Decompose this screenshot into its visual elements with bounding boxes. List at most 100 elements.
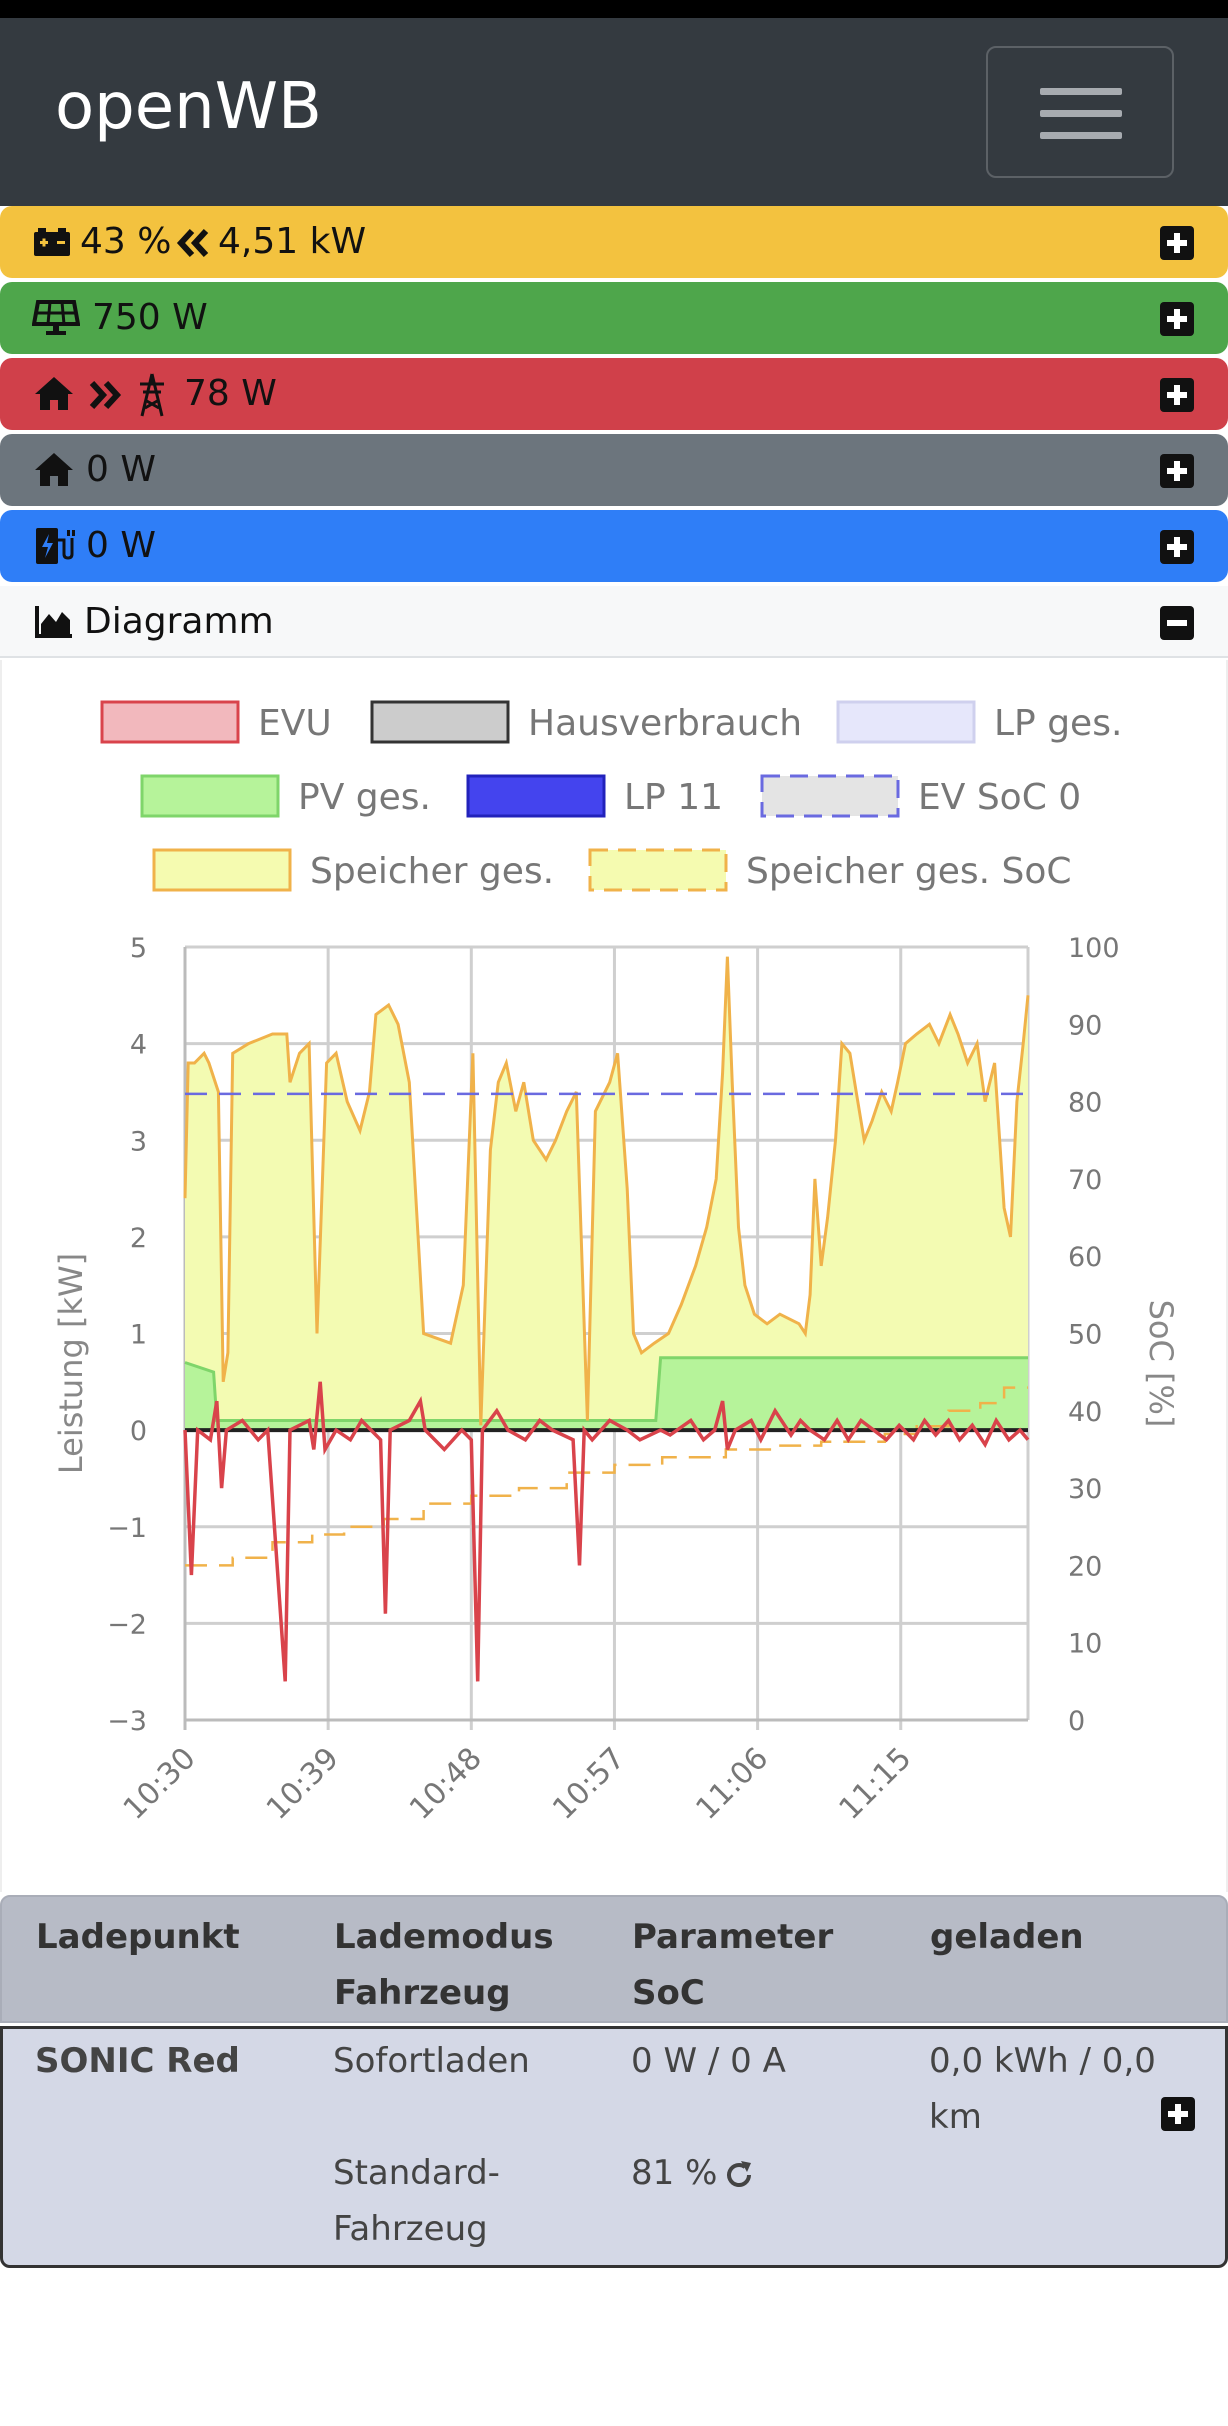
speicher-line [183, 956, 1030, 1426]
house-card[interactable]: 0 W [0, 434, 1228, 506]
double-chevron-right-icon [89, 380, 122, 410]
header-ladepunkt: Ladepunkt [36, 1917, 240, 1957]
expand-plus-icon[interactable] [1160, 226, 1194, 260]
vehicle-line1: Standard- [333, 2153, 500, 2193]
legend-swatch [370, 700, 510, 744]
y2-tick-label: 60 [1068, 1242, 1102, 1273]
table-header: Ladepunkt Lademodus Fahrzeug Parameter S… [0, 1895, 1228, 2023]
legend-label: LP ges. [994, 703, 1122, 744]
y2-tick-label: 20 [1068, 1551, 1102, 1582]
vehicle-line2: Fahrzeug [333, 2209, 488, 2249]
expand-plus-icon[interactable] [1161, 2097, 1195, 2131]
expand-plus-icon[interactable] [1160, 302, 1194, 336]
collapse-minus-icon[interactable] [1160, 606, 1194, 640]
y2-tick-label: 40 [1068, 1397, 1102, 1428]
battery-soc-value: 43 % [80, 221, 172, 262]
table-row[interactable]: SONIC Red Sofortladen 0 W / 0 A 0,0 kWh … [0, 2026, 1228, 2268]
legend-label: Speicher ges. [310, 851, 554, 892]
y-tick-label: 1 [130, 1320, 147, 1351]
legend-label: Speicher ges. SoC [746, 851, 1072, 892]
legend-swatch [140, 774, 280, 818]
x-tick-label: 10:57 [546, 1741, 632, 1827]
navbar: openWB [0, 18, 1228, 206]
power-chart: EVU Hausverbrauch LP ges. PV ges. LP 11 EV So… [52, 700, 1180, 1827]
legend-swatch [836, 700, 976, 744]
y-tick-label: 2 [130, 1223, 147, 1254]
y-tick-label: 3 [130, 1126, 147, 1157]
chart-axes: Leistung [kW] SoC [%] [52, 1253, 1180, 1474]
y2-tick-label: 70 [1068, 1165, 1102, 1196]
vehicle-soc: 81 % [631, 2153, 718, 2193]
charged-value: 0,0 kWh / 0,0 km [929, 2033, 1156, 2145]
grid-card[interactable]: 78 W [0, 358, 1228, 430]
expand-plus-icon[interactable] [1160, 378, 1194, 412]
chart-panel: EVU Hausverbrauch LP ges. PV ges. LP 11 EV So… [0, 660, 1228, 1892]
y-tick-label: 4 [130, 1030, 147, 1061]
header-lademodus: Lademodus Fahrzeug [334, 1909, 554, 2021]
y2-tick-label: 50 [1068, 1320, 1102, 1351]
diagram-header[interactable]: Diagramm [0, 586, 1228, 658]
legend-swatch [588, 848, 728, 892]
y-tick-label: 5 [130, 933, 147, 964]
battery-power-value: 4,51 kW [218, 221, 367, 262]
evu-line [183, 1381, 1030, 1682]
house-power-value: 0 W [86, 449, 156, 490]
y-tick-label: −3 [107, 1706, 147, 1737]
chargepoint-name: SONIC Red [35, 2041, 240, 2081]
hamburger-icon [1040, 132, 1122, 139]
y2-tick-label: 100 [1068, 933, 1120, 964]
x-tick-label: 10:48 [403, 1741, 489, 1827]
brand-logo[interactable]: openWB [55, 70, 322, 144]
status-bar [0, 0, 1228, 18]
x-tick-label: 10:39 [260, 1741, 346, 1827]
expand-plus-icon[interactable] [1160, 530, 1194, 564]
charge-power-value: 0 W [86, 525, 156, 566]
charge-card[interactable]: 0 W [0, 510, 1228, 582]
home-icon [35, 453, 73, 486]
refresh-icon[interactable] [723, 2159, 755, 2191]
x-tick-label: 10:30 [117, 1741, 203, 1827]
y-tick-label: −2 [107, 1609, 147, 1640]
charging-station-icon [36, 528, 75, 564]
charged-line2: km [929, 2097, 982, 2137]
pv-line [184, 1356, 1028, 1422]
hamburger-icon [1040, 110, 1122, 117]
header-parameter-line2: SoC [632, 1973, 705, 2013]
hamburger-icon [1040, 88, 1122, 95]
expand-plus-icon[interactable] [1160, 454, 1194, 488]
y2-tick-label: 90 [1068, 1010, 1102, 1041]
pv-card[interactable]: 750 W [0, 282, 1228, 354]
pv-power-value: 750 W [92, 297, 208, 338]
y2-tick-label: 30 [1068, 1474, 1102, 1505]
power-parameter: 0 W / 0 A [631, 2041, 786, 2081]
home-icon [35, 377, 73, 410]
x-tick-label: 11:15 [833, 1741, 919, 1827]
legend-label: Hausverbrauch [528, 703, 802, 744]
charged-line1: 0,0 kWh / 0,0 [929, 2041, 1156, 2081]
header-geladen: geladen [930, 1917, 1084, 1957]
battery-card[interactable]: 43 % 4,51 kW [0, 206, 1228, 278]
speicher-area [185, 956, 1028, 1431]
x-tick-label: 11:06 [689, 1741, 775, 1827]
power-pylon-icon [140, 373, 164, 417]
pv-area [185, 1357, 1028, 1431]
y-tick-label: 0 [130, 1416, 147, 1447]
y2-tick-label: 0 [1068, 1706, 1085, 1737]
header-lademodus-line2: Fahrzeug [334, 1973, 511, 2013]
chart-legend: EVU Hausverbrauch LP ges. PV ges. LP 11 EV So… [100, 700, 1122, 892]
vehicle-name[interactable]: Standard- Fahrzeug [333, 2145, 500, 2257]
legend-label: EV SoC 0 [918, 777, 1081, 818]
legend-label: EVU [258, 703, 332, 744]
legend-swatch [760, 774, 900, 818]
y-tick-label: −1 [107, 1513, 147, 1544]
header-lademodus-line1: Lademodus [334, 1917, 554, 1957]
chart-plot [183, 956, 1030, 1682]
legend-swatch [152, 848, 292, 892]
y2-tick-label: 10 [1068, 1629, 1102, 1660]
header-parameter: Parameter SoC [632, 1909, 833, 2021]
header-parameter-line1: Parameter [632, 1917, 834, 1957]
charge-mode[interactable]: Sofortladen [333, 2041, 530, 2081]
legend-label: PV ges. [298, 777, 431, 818]
double-chevron-left-icon [176, 228, 209, 258]
menu-toggle-button[interactable] [986, 46, 1174, 178]
